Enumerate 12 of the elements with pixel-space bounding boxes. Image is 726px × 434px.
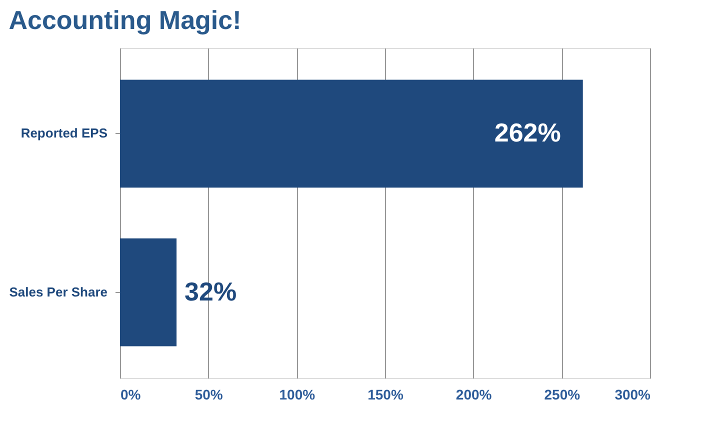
x-tick-label: 250% [544, 386, 581, 402]
x-tick-label: 200% [456, 386, 492, 402]
y-tick-label: Sales Per Share [9, 284, 108, 300]
data-label: 32% [184, 276, 237, 306]
x-tick-label: 150% [368, 386, 404, 402]
x-tick-label: 0% [120, 386, 142, 402]
data-label: 262% [494, 118, 561, 148]
x-tick-label: 300% [614, 386, 652, 402]
y-tick-label: Reported EPS [20, 126, 108, 141]
x-tick-label: 100% [279, 386, 316, 402]
x-tick-label: 50% [194, 386, 224, 402]
chart-title: Accounting Magic! [8, 5, 242, 35]
